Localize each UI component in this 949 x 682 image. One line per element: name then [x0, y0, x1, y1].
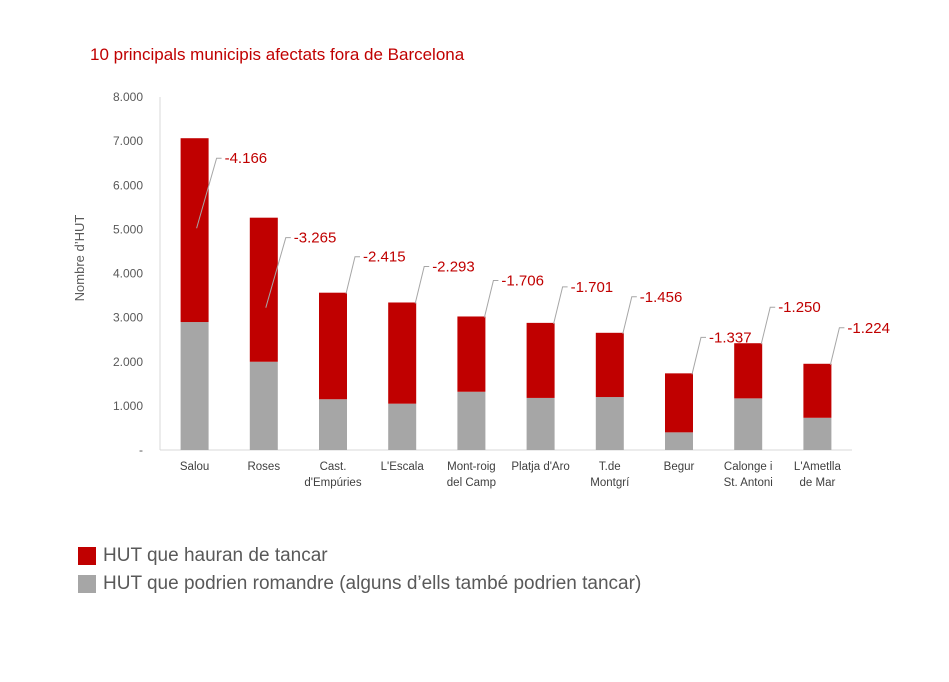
leader-line-9	[829, 327, 845, 365]
y-tick-label-8: 8.000	[113, 90, 143, 104]
bar-remaining-7	[665, 432, 693, 450]
legend-swatch-remaining	[78, 575, 96, 593]
y-tick-label-6: 6.000	[113, 178, 143, 192]
x-tick-label-3-0: L'Escala	[381, 461, 425, 473]
data-label-3: -2.293	[432, 258, 475, 275]
x-tick-label-2-0: Cast.	[320, 461, 347, 473]
y-tick-label-0: -	[139, 443, 143, 457]
x-tick-label-6-0: T.de	[599, 461, 621, 473]
bar-closing-6	[595, 332, 624, 398]
x-tick-label-6-1: Montgrí	[590, 477, 630, 489]
bar-closing-0	[180, 138, 209, 323]
legend-label-remaining: HUT que podrien romandre (alguns d’ells …	[103, 573, 642, 594]
bar-remaining-8	[734, 398, 763, 450]
leader-line-6	[622, 296, 637, 334]
x-tick-label-7-0: Begur	[664, 461, 695, 473]
x-tick-label-8-0: Calonge i	[724, 461, 773, 473]
x-tick-label-2-1: d'Empúries	[304, 477, 361, 489]
bar-closing-2	[319, 292, 347, 400]
data-label-5: -1.701	[571, 279, 614, 296]
legend-item-remaining: HUT que podrien romandre (alguns d’ells …	[78, 570, 641, 598]
bar-remaining-9	[803, 417, 832, 450]
leader-line-3	[414, 265, 430, 304]
x-axis-ticks: Salou Roses Cast. d'Empúries L'Escala Mont-ro…	[180, 461, 842, 489]
x-tick-label-4-0: Mont-roig	[447, 461, 496, 473]
y-tick-label-3: 3.000	[113, 311, 143, 325]
x-tick-label-9-0: L'Ametlla	[794, 461, 842, 473]
leader-line-8	[760, 306, 776, 345]
data-label-8: -1.250	[778, 299, 821, 316]
legend-item-closing: HUT que hauran de tancar	[78, 542, 641, 570]
leader-line-1	[265, 237, 291, 308]
y-axis-ticks: - 1.000 2.000 3.000 4.000 5.000 6.000 7.000 8.00…	[113, 90, 143, 457]
legend-label-closing: HUT que hauran de tancar	[103, 545, 328, 566]
data-label-7: -1.337	[709, 329, 752, 346]
bar-closing-3	[388, 302, 417, 404]
y-tick-label-1: 1.000	[113, 399, 143, 413]
y-tick-label-2: 2.000	[113, 355, 143, 369]
bar-remaining-2	[319, 399, 347, 450]
leader-line-5	[553, 286, 568, 324]
bar-remaining-3	[388, 403, 417, 450]
data-label-1: -3.265	[294, 230, 337, 247]
bar-closing-9	[803, 363, 832, 418]
chart-title: 10 principals municipis afectats fora de…	[90, 45, 465, 64]
data-label-4: -1.706	[501, 272, 544, 289]
y-axis-title: Nombre d’HUT	[72, 215, 87, 302]
leader-line-4	[483, 279, 499, 318]
x-tick-label-0-0: Salou	[180, 461, 209, 473]
x-tick-label-8-1: St. Antoni	[724, 477, 773, 489]
bar-remaining-0	[180, 322, 209, 450]
bar-closing-4	[457, 316, 486, 392]
x-tick-label-5-0: Platja d'Aro	[511, 461, 569, 473]
data-labels: -4.166 -3.265 -2.415 -2.293 -1.706 -1.701 -1.4…	[225, 150, 890, 346]
data-label-2: -2.415	[363, 249, 406, 266]
leader-line-0	[196, 157, 222, 229]
data-label-9: -1.224	[847, 320, 890, 337]
legend-swatch-closing	[78, 547, 96, 565]
x-tick-label-9-1: de Mar	[800, 477, 836, 489]
bar-remaining-6	[595, 397, 624, 450]
x-tick-label-1-0: Roses	[247, 461, 280, 473]
bar-closing-1	[249, 217, 278, 362]
y-tick-label-4: 4.000	[113, 267, 143, 281]
bar-closing-8	[734, 343, 763, 399]
bar-remaining-4	[457, 391, 486, 450]
leader-lines	[196, 157, 845, 375]
x-tick-label-4-1: del Camp	[447, 477, 496, 489]
bar-closing-7	[665, 373, 693, 433]
y-tick-label-5: 5.000	[113, 222, 143, 236]
bar-remaining-5	[526, 397, 555, 450]
data-label-6: -1.456	[640, 289, 683, 306]
leader-line-2	[345, 256, 360, 294]
leader-line-7	[691, 336, 706, 375]
bars	[180, 138, 832, 450]
y-tick-label-7: 7.000	[113, 134, 143, 148]
bar-remaining-1	[249, 361, 278, 450]
bar-closing-5	[526, 322, 555, 398]
legend: HUT que hauran de tancar HUT que podrien…	[78, 542, 641, 598]
data-label-0: -4.166	[225, 150, 268, 167]
